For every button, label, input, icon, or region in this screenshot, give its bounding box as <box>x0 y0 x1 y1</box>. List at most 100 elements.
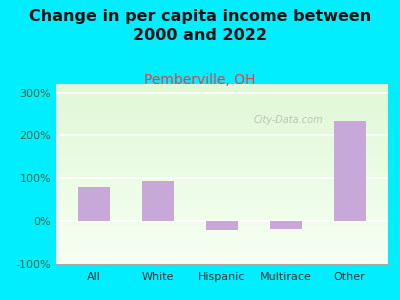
Bar <box>56 165 388 167</box>
Bar <box>56 145 388 147</box>
Bar <box>270 221 302 229</box>
Bar <box>56 122 388 124</box>
Bar <box>56 223 388 224</box>
Bar <box>56 172 388 174</box>
Bar <box>56 190 388 192</box>
Bar <box>56 174 388 176</box>
Bar <box>56 156 388 158</box>
Bar <box>56 147 388 149</box>
Bar <box>56 106 388 107</box>
Bar <box>56 210 388 212</box>
Bar <box>56 143 388 145</box>
Bar <box>56 214 388 215</box>
Bar <box>56 201 388 203</box>
Bar <box>56 232 388 233</box>
Bar <box>56 233 388 235</box>
Bar <box>206 221 238 230</box>
Bar <box>56 149 388 151</box>
Bar <box>56 154 388 156</box>
Bar <box>56 251 388 253</box>
Bar <box>56 104 388 106</box>
Bar <box>56 124 388 125</box>
Bar <box>56 161 388 163</box>
Bar <box>56 118 388 120</box>
Bar <box>56 97 388 98</box>
Bar <box>56 169 388 170</box>
Bar <box>56 230 388 232</box>
Bar <box>56 178 388 179</box>
Bar <box>56 93 388 95</box>
Bar <box>56 237 388 239</box>
Bar <box>56 120 388 122</box>
Bar <box>56 134 388 136</box>
Bar <box>56 176 388 178</box>
Bar <box>56 179 388 181</box>
Bar <box>56 221 388 223</box>
Bar <box>56 250 388 251</box>
Bar <box>56 205 388 206</box>
Bar <box>56 111 388 113</box>
Bar <box>334 121 366 221</box>
Bar <box>56 98 388 100</box>
Bar <box>56 140 388 142</box>
Text: Pemberville, OH: Pemberville, OH <box>144 74 256 88</box>
Bar <box>56 84 388 86</box>
Text: City-Data.com: City-Data.com <box>254 115 323 125</box>
Bar <box>56 116 388 118</box>
Bar <box>56 163 388 165</box>
Bar <box>56 242 388 244</box>
Bar <box>56 194 388 196</box>
Bar <box>56 181 388 183</box>
Bar <box>56 160 388 161</box>
Bar <box>56 102 388 104</box>
Bar <box>56 131 388 133</box>
Bar <box>56 91 388 93</box>
Bar <box>56 257 388 259</box>
Bar <box>56 208 388 210</box>
Bar <box>56 88 388 89</box>
Bar <box>56 246 388 248</box>
Bar <box>56 224 388 226</box>
Bar <box>56 100 388 102</box>
Bar <box>56 217 388 219</box>
Bar <box>56 248 388 250</box>
Bar <box>56 152 388 154</box>
Bar <box>56 196 388 197</box>
Bar <box>56 109 388 111</box>
Bar <box>56 183 388 185</box>
Bar <box>56 188 388 190</box>
Bar <box>56 259 388 260</box>
Bar <box>56 212 388 214</box>
Bar <box>56 226 388 228</box>
Bar <box>56 185 388 187</box>
Bar <box>56 133 388 134</box>
Bar <box>56 260 388 262</box>
Bar <box>56 107 388 109</box>
Bar <box>56 241 388 242</box>
Bar <box>142 181 174 221</box>
Bar <box>56 235 388 237</box>
Bar <box>56 219 388 221</box>
Bar <box>56 244 388 246</box>
Bar <box>56 138 388 140</box>
Bar <box>56 136 388 138</box>
Bar <box>56 158 388 160</box>
Bar <box>56 187 388 188</box>
Bar <box>56 125 388 127</box>
Bar <box>56 262 388 264</box>
Bar <box>56 115 388 116</box>
Bar <box>56 170 388 172</box>
Bar <box>56 113 388 115</box>
Bar <box>78 187 110 221</box>
Bar <box>56 95 388 97</box>
Bar <box>56 129 388 131</box>
Bar <box>56 197 388 199</box>
Bar <box>56 127 388 129</box>
Bar <box>56 255 388 257</box>
Bar <box>56 215 388 217</box>
Bar <box>56 206 388 208</box>
Bar <box>56 86 388 88</box>
Text: Change in per capita income between
2000 and 2022: Change in per capita income between 2000… <box>29 9 371 43</box>
Bar <box>56 89 388 91</box>
Bar <box>56 228 388 230</box>
